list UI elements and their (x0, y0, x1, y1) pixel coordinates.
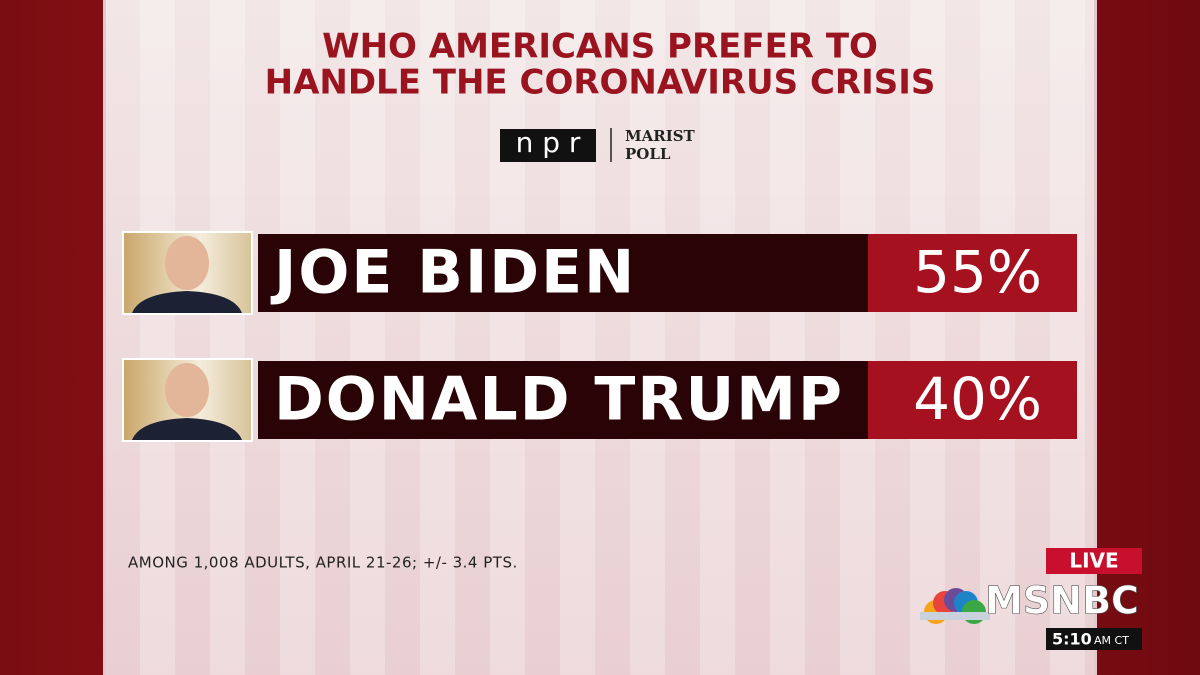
photo-head (165, 363, 209, 417)
clock-time: 5:10 (1052, 630, 1092, 649)
photo-head (165, 236, 209, 290)
panel-edge (103, 0, 106, 675)
rows: JOE BIDEN 55% DONALD TRUMP 40% (122, 231, 1077, 442)
panel-edge (1094, 0, 1097, 675)
title: WHO AMERICANS PREFER TO (322, 27, 878, 67)
clock-zone: AM CT (1094, 634, 1129, 647)
footnote: AMONG 1,008 ADULTS, APRIL 21-26; +/- 3.4… (128, 554, 518, 572)
live-text: LIVE (1069, 549, 1118, 573)
candidate-value: 55% (913, 238, 1042, 306)
npr-logo (500, 129, 596, 162)
candidate-name: JOE BIDEN (270, 238, 636, 308)
peacock-logo (920, 588, 990, 624)
clock-box (1046, 628, 1142, 650)
candidate-value: 40% (913, 365, 1042, 433)
title: HANDLE THE CORONAVIRUS CRISIS (265, 63, 936, 103)
value-bar (868, 234, 1077, 312)
network-text: MSNBC (985, 579, 1139, 623)
photo-body (132, 291, 242, 313)
poll-text: POLL (625, 145, 671, 163)
name-bar (258, 234, 868, 312)
candidate-name: DONALD TRUMP (274, 365, 844, 435)
name-bar (258, 361, 868, 439)
marist-text: MARIST (625, 127, 696, 145)
npr-text: n p r (516, 126, 581, 159)
live-box (1046, 548, 1142, 574)
photo-body (132, 418, 242, 440)
panel-stripes (105, 0, 1095, 675)
value-bar (868, 361, 1077, 439)
